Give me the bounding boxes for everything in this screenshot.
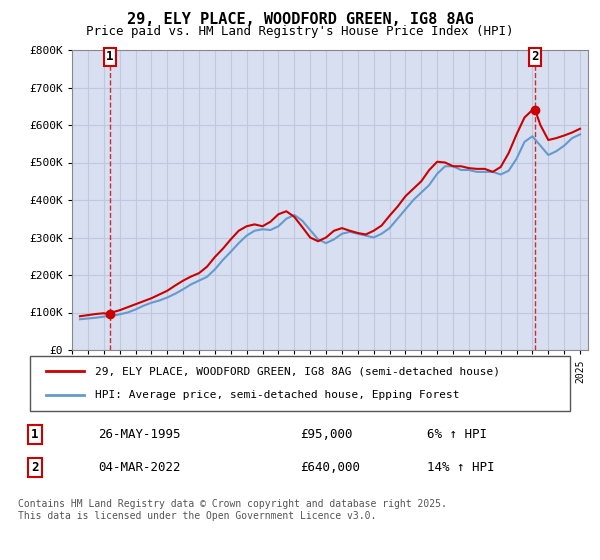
Text: 1: 1 [31, 428, 39, 441]
Text: Price paid vs. HM Land Registry's House Price Index (HPI): Price paid vs. HM Land Registry's House … [86, 25, 514, 38]
Text: 29, ELY PLACE, WOODFORD GREEN, IG8 8AG: 29, ELY PLACE, WOODFORD GREEN, IG8 8AG [127, 12, 473, 27]
Text: 29, ELY PLACE, WOODFORD GREEN, IG8 8AG (semi-detached house): 29, ELY PLACE, WOODFORD GREEN, IG8 8AG (… [95, 366, 500, 376]
Text: 04-MAR-2022: 04-MAR-2022 [98, 461, 181, 474]
Text: £640,000: £640,000 [300, 461, 360, 474]
Text: 2: 2 [31, 461, 39, 474]
Text: 1: 1 [106, 50, 114, 63]
Text: Contains HM Land Registry data © Crown copyright and database right 2025.
This d: Contains HM Land Registry data © Crown c… [18, 499, 446, 521]
Text: HPI: Average price, semi-detached house, Epping Forest: HPI: Average price, semi-detached house,… [95, 390, 460, 400]
FancyBboxPatch shape [30, 356, 570, 410]
Text: £95,000: £95,000 [300, 428, 353, 441]
Text: 6% ↑ HPI: 6% ↑ HPI [427, 428, 487, 441]
Text: 2: 2 [532, 50, 539, 63]
Text: 26-MAY-1995: 26-MAY-1995 [98, 428, 181, 441]
Text: 14% ↑ HPI: 14% ↑ HPI [427, 461, 494, 474]
FancyBboxPatch shape [72, 50, 588, 350]
